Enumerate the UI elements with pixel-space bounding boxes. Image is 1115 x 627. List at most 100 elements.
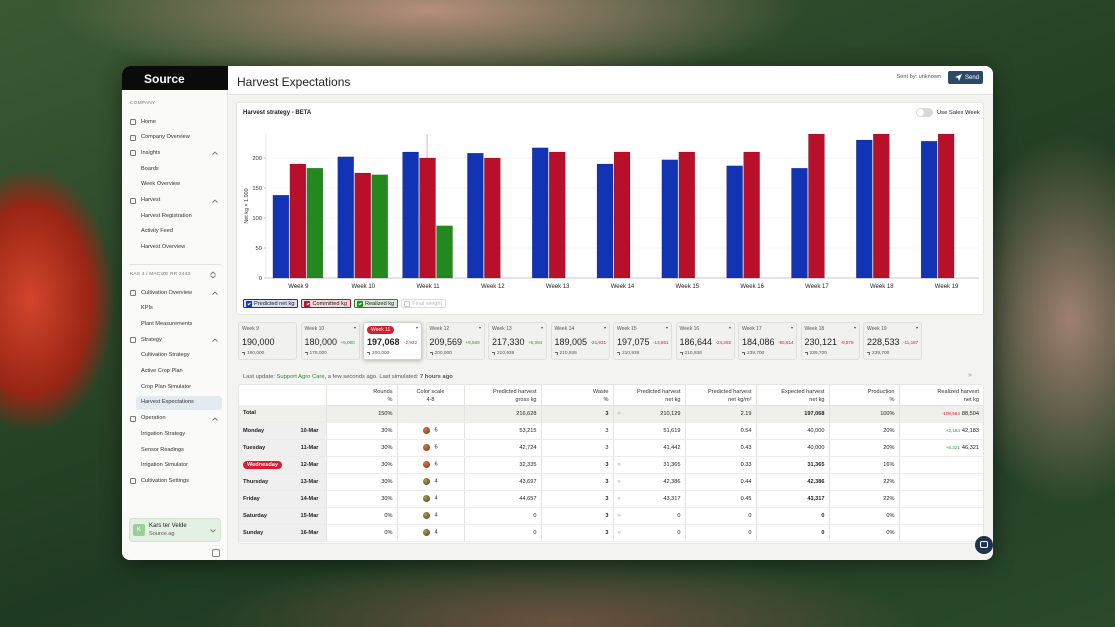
- week-committed: 190,000: [247, 351, 265, 356]
- column-unit: %: [325, 395, 397, 406]
- cell-value: 51,619: [663, 427, 681, 434]
- week-committed: 239,700: [872, 351, 890, 356]
- week-committed: 175,000: [309, 351, 327, 356]
- day-cell: Sunday 16-Mar: [239, 524, 326, 542]
- nav-subitem[interactable]: Irrigation Simulator: [141, 462, 188, 469]
- week-card[interactable]: Week 12 209,569 +9,569 200,000: [425, 322, 485, 360]
- nav-subitem[interactable]: Plant Measurements: [141, 320, 193, 327]
- week-card[interactable]: Week 14 189,005 -21,931 210,936: [550, 322, 610, 360]
- update-by[interactable]: Support Agro Care: [276, 374, 325, 380]
- week-card[interactable]: Week 19 228,533 -11,167 239,700: [863, 322, 922, 360]
- legend-item[interactable]: Final weight: [401, 299, 447, 308]
- color-dot: [423, 529, 431, 536]
- table-cell: 16%: [828, 456, 899, 474]
- header-cell: [239, 385, 326, 395]
- nav-item[interactable]: Insights: [141, 149, 161, 156]
- nav-icon: [130, 337, 136, 344]
- collapse-icon[interactable]: [212, 549, 220, 557]
- week-card[interactable]: Week 13 217,330 +6,394 210,936: [488, 322, 547, 360]
- table-cell: 22%: [828, 490, 899, 508]
- header-row: Rounds Color scale Predicted harvest Waste P…: [239, 385, 983, 395]
- nav-icon: [130, 134, 136, 141]
- column-unit: gross kg: [463, 395, 541, 406]
- nav-subitem[interactable]: KPIs: [141, 305, 153, 312]
- table-cell: 0.43: [684, 439, 756, 457]
- check: [358, 301, 363, 306]
- bar: [873, 133, 890, 279]
- nav-subitem[interactable]: Harvest Overview: [141, 244, 186, 251]
- week-card[interactable]: Week 18 230,121 -9,579 239,700: [800, 322, 860, 360]
- harvest-table: Rounds Color scale Predicted harvest Waste P…: [239, 385, 983, 542]
- nav-subitem[interactable]: Activity Feed: [141, 228, 174, 235]
- bar: [371, 174, 388, 279]
- nav-subitem[interactable]: Sensor Readings: [141, 446, 184, 453]
- cell-value: 150%: [378, 410, 393, 417]
- week-card[interactable]: Week 9 190,000 190,000: [238, 322, 297, 360]
- table-cell: 2.19: [684, 405, 756, 423]
- nav-item[interactable]: Home: [141, 118, 156, 125]
- nav-subitem[interactable]: Active Crop Plan: [141, 368, 183, 374]
- chevron: [210, 275, 216, 279]
- toggle[interactable]: [916, 108, 933, 117]
- color-dot: [423, 512, 431, 519]
- update-prefix: Last update:: [243, 374, 275, 380]
- bar: [856, 139, 873, 279]
- color-dot: [423, 461, 431, 468]
- week-card[interactable]: Week 10 180,000 +5,000 175,000: [300, 322, 360, 360]
- chevron: [210, 271, 216, 275]
- nav-item[interactable]: Cultivation Overview: [141, 289, 192, 296]
- week-card[interactable]: Week 16 186,644 -24,292 210,936: [675, 322, 735, 360]
- week-delta: -13,861: [653, 340, 669, 345]
- send-button[interactable]: Send: [948, 71, 983, 84]
- week-value: 217,330: [492, 337, 525, 347]
- table-cell: 40,000: [755, 439, 829, 457]
- legend-checkbox: [246, 300, 252, 307]
- week-card[interactable]: Week 15 197,075 -13,861 210,936: [613, 322, 672, 360]
- table-cell: 42,386: [755, 473, 829, 491]
- user-org: Source.ag: [149, 531, 175, 537]
- nav-subitem[interactable]: Week Overview: [141, 181, 181, 188]
- table-cell: [898, 456, 983, 474]
- y-tick-label: 100: [252, 216, 262, 222]
- nav-subitem[interactable]: Boards: [141, 165, 159, 172]
- nav-icon: [130, 478, 136, 485]
- chat-button[interactable]: [975, 536, 993, 554]
- nav-subitem[interactable]: Crop Plan Simulator: [141, 383, 192, 390]
- table-cell: 0: [463, 524, 541, 542]
- nav-subitem[interactable]: Harvest Expectations: [141, 399, 194, 406]
- nav-item[interactable]: Operation: [141, 415, 166, 422]
- legend-item[interactable]: Realized kg: [353, 299, 399, 308]
- day-row: Saturday 15-Mar 0% 4 0 3» 0 0 0 0%: [239, 507, 983, 525]
- day: Friday: [243, 495, 260, 502]
- table-cell: 0.54: [684, 422, 756, 440]
- legend-item[interactable]: Predicted net kg: [243, 299, 299, 308]
- chevron: [212, 416, 218, 421]
- date: 15-Mar: [300, 512, 319, 519]
- expand-icon[interactable]: »: [968, 372, 972, 379]
- cell-value: 0.44: [740, 478, 752, 485]
- user-box[interactable]: K Kars ter Velde Source.ag: [129, 518, 221, 542]
- nav-item[interactable]: Strategy: [141, 336, 162, 343]
- week-card[interactable]: Week 17 184,086 -55,614 239,700: [738, 322, 797, 360]
- cell-value: 32,335: [519, 461, 537, 468]
- column-unit: net kg: [755, 395, 829, 406]
- day-row: Wednesday 12-Mar 30% 6 32,335 3 » 31,365 0.33 31,…: [239, 456, 983, 474]
- week-card[interactable]: Week 11 197,068 -2,932 200,000: [363, 322, 422, 360]
- column-unit: %: [828, 395, 899, 406]
- legend-item[interactable]: Committed kg: [301, 299, 351, 308]
- nav-subitem[interactable]: Harvest Registration: [141, 212, 192, 219]
- nav-item[interactable]: Company Overview: [141, 134, 190, 141]
- nav-item[interactable]: Harvest: [141, 197, 161, 203]
- committed-icon: [679, 352, 683, 355]
- edit-icon: »: [617, 512, 621, 519]
- bar: [791, 167, 808, 279]
- nav-subitem[interactable]: Cultivation Strategy: [141, 352, 190, 359]
- nav-item[interactable]: Cultivation Settings: [141, 477, 189, 484]
- table-cell: 32,335: [463, 456, 541, 474]
- nav-subitem[interactable]: Irrigation Strategy: [141, 430, 186, 437]
- logo[interactable]: Source: [122, 66, 228, 90]
- header-cell: [239, 395, 326, 405]
- chevron-path: [210, 529, 216, 533]
- table-cell: 4: [396, 490, 464, 508]
- week-label: Week 14: [554, 326, 575, 332]
